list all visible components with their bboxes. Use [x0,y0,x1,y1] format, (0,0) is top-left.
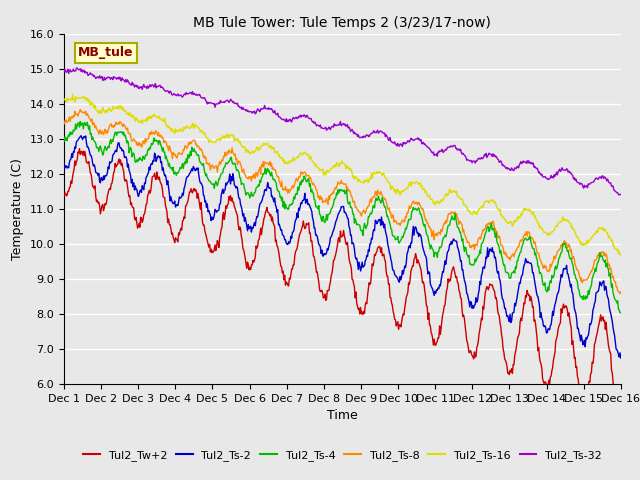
Line: Tul2_Tw+2: Tul2_Tw+2 [64,149,621,421]
Tul2_Ts-16 [71,99,79,105]
Tul2_Ts-8 [616,291,624,297]
Tul2_Ts-4 [70,128,78,134]
Tul2_Ts-16 [411,181,419,187]
Tul2_Ts-4 [616,310,624,316]
Tul2_Ts-4 [214,180,222,186]
Tul2_Ts-8 [70,114,78,120]
Tul2_Ts-4 [185,155,193,161]
Tul2_Ts-8 [185,140,193,145]
Tul2_Tw+2 [185,194,193,200]
Tul2_Ts-4 [617,310,625,316]
Tul2_Ts-2 [214,208,222,214]
Tul2_Tw+2 [616,418,624,424]
Tul2_Ts-8 [617,289,625,295]
Tul2_Ts-32 [185,91,193,96]
Tul2_Ts-16 [128,114,136,120]
Tul2_Tw+2 [60,193,68,199]
Tul2_Ts-2 [411,225,419,230]
Tul2_Ts-8 [428,227,435,232]
Tul2_Ts-16 [428,196,435,202]
Tul2_Tw+2 [411,256,419,262]
Tul2_Tw+2 [617,413,625,419]
Tul2_Ts-32 [616,192,623,198]
Tul2_Ts-4 [428,242,435,248]
Legend: Tul2_Tw+2, Tul2_Ts-2, Tul2_Ts-4, Tul2_Ts-8, Tul2_Ts-16, Tul2_Ts-32: Tul2_Tw+2, Tul2_Ts-2, Tul2_Ts-4, Tul2_Ts… [79,445,606,466]
Tul2_Ts-16 [617,252,625,258]
Line: Tul2_Ts-8: Tul2_Ts-8 [64,109,621,294]
Line: Tul2_Ts-16: Tul2_Ts-16 [64,95,621,255]
Tul2_Tw+2 [428,330,435,336]
Tul2_Ts-2 [185,172,193,178]
Tul2_Ts-2 [428,283,435,289]
Tul2_Tw+2 [214,240,222,245]
Tul2_Ts-8 [76,107,84,112]
Tul2_Ts-8 [214,164,222,169]
Tul2_Ts-2 [128,177,136,182]
Tul2_Ts-8 [128,138,136,144]
Tul2_Tw+2 [76,146,83,152]
Line: Tul2_Ts-32: Tul2_Ts-32 [64,68,621,195]
Tul2_Ts-8 [411,201,419,207]
Tul2_Ts-4 [60,139,68,144]
Text: MB_tule: MB_tule [78,47,133,60]
Tul2_Ts-32 [411,137,419,143]
X-axis label: Time: Time [327,409,358,422]
Title: MB Tule Tower: Tule Temps 2 (3/23/17-now): MB Tule Tower: Tule Temps 2 (3/23/17-now… [193,16,492,30]
Tul2_Ts-32 [428,148,435,154]
Tul2_Ts-8 [60,121,68,127]
Tul2_Ts-4 [128,154,136,160]
Tul2_Ts-32 [74,65,81,71]
Tul2_Ts-2 [617,355,625,361]
Tul2_Ts-2 [77,133,85,139]
Tul2_Ts-4 [411,206,419,212]
Tul2_Ts-2 [60,161,68,167]
Tul2_Ts-16 [185,125,193,131]
Tul2_Ts-32 [70,68,78,74]
Tul2_Tw+2 [70,167,78,173]
Tul2_Ts-4 [76,119,84,124]
Y-axis label: Temperature (C): Temperature (C) [11,158,24,260]
Tul2_Ts-16 [68,92,76,97]
Tul2_Ts-2 [70,150,78,156]
Line: Tul2_Ts-2: Tul2_Ts-2 [64,136,621,358]
Tul2_Ts-32 [60,69,68,74]
Tul2_Ts-16 [214,136,222,142]
Tul2_Tw+2 [128,204,136,210]
Line: Tul2_Ts-4: Tul2_Ts-4 [64,121,621,313]
Tul2_Ts-32 [214,101,222,107]
Tul2_Ts-16 [60,96,68,102]
Tul2_Ts-32 [617,192,625,197]
Tul2_Ts-32 [128,79,136,85]
